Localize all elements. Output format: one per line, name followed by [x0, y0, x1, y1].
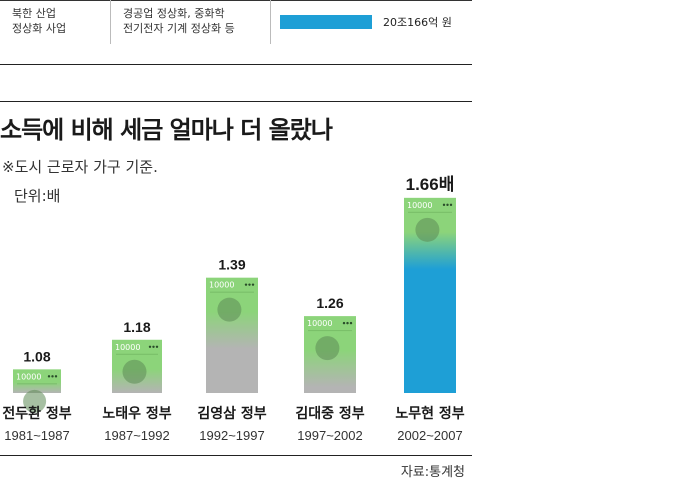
bar — [206, 277, 258, 393]
banknote-dot — [446, 203, 449, 207]
table-cell-line: 정상화 사업 — [12, 22, 67, 35]
bar-group: 10000 1.18 노태우 정부 1987~1992 — [102, 319, 171, 443]
period-label: 1987~1992 — [104, 428, 169, 443]
banknote-dot — [54, 375, 58, 378]
table-cell-detail: 경공업 정상화, 중화학 전기전자 기계 정상화 등 — [123, 6, 235, 36]
value-label: 1.66배 — [406, 175, 455, 194]
top-table: 북한 산업 정상화 사업 경공업 정상화, 중화학 전기전자 기계 정상화 등 … — [0, 0, 472, 65]
value-label: 1.26 — [316, 295, 343, 311]
value-label: 1.39 — [218, 257, 245, 273]
banknote-line — [308, 330, 352, 332]
value-label: 1.18 — [123, 319, 150, 335]
banknote-text: 10000 — [209, 281, 234, 290]
category-label: 노태우 정부 — [102, 405, 171, 422]
banknote-text: 10000 — [307, 319, 332, 328]
period-label: 1981~1987 — [4, 428, 69, 443]
banknote-dot — [244, 283, 248, 286]
banknote-dot — [251, 283, 255, 286]
period-label: 1992~1997 — [199, 428, 264, 443]
category-label: 김영삼 정부 — [197, 405, 266, 422]
table-cell-line: 경공업 정상화, 중화학 — [123, 7, 225, 20]
banknote-portrait — [23, 389, 47, 413]
bar-group: 10000 1.39 김영삼 정부 1992~1997 — [197, 257, 266, 443]
banknote-text: 10000 — [115, 343, 140, 352]
banknote-line — [408, 211, 452, 213]
banknote-portrait — [415, 217, 440, 242]
table-divider — [270, 0, 271, 44]
table-cell-line: 북한 산업 — [12, 7, 56, 20]
table-top-rule — [0, 0, 472, 1]
banknote-dot — [449, 203, 453, 207]
chart-bottom-divider — [0, 455, 472, 456]
banknote-text: 10000 — [407, 201, 432, 210]
banknote-dot — [51, 375, 54, 378]
banknote-dot — [442, 203, 446, 207]
table-divider — [110, 0, 111, 44]
banknote-dot — [342, 321, 346, 325]
category-label: 노무현 정부 — [395, 405, 464, 422]
table-cell-category: 북한 산업 정상화 사업 — [12, 6, 66, 36]
banknote-dot — [47, 375, 51, 378]
bar-group: 10000 1.08 전두환 정부 1981~1987 — [2, 348, 71, 443]
banknote-dot — [148, 345, 152, 348]
banknote-dot — [155, 345, 159, 348]
table-cell-line: 전기전자 기계 정상화 등 — [123, 22, 235, 35]
table-bottom-rule — [0, 64, 472, 65]
banknote-portrait — [315, 336, 340, 361]
source-note: 자료:통계청 — [400, 465, 465, 480]
banknote-dot — [248, 283, 251, 286]
banknote-dot — [346, 321, 349, 325]
category-label: 김대중 정부 — [295, 405, 364, 422]
section-divider — [0, 101, 472, 102]
banknote-line — [210, 291, 254, 293]
banknote-portrait — [217, 297, 242, 322]
chart-title: 소득에 비해 세금 얼마나 더 올랐나 — [0, 116, 333, 144]
value-label: 1.08 — [23, 348, 50, 364]
chart-note: ※도시 근로자 가구 기준. — [2, 158, 158, 176]
banknote-text: 10000 — [16, 372, 41, 381]
banknote-portrait — [122, 359, 147, 384]
banknote-line — [17, 383, 57, 385]
banknote-dot — [152, 345, 155, 348]
period-label: 1997~2002 — [297, 428, 362, 443]
budget-bar-label: 20조166억 원 — [383, 16, 452, 29]
banknote-dot — [349, 321, 353, 325]
banknote-line — [116, 353, 158, 355]
bar-group: 10000 1.26 김대중 정부 1997~2002 — [295, 295, 364, 443]
budget-bar — [280, 15, 372, 29]
chart-unit: 단위:배 — [14, 187, 61, 205]
category-label: 전두환 정부 — [2, 405, 71, 422]
period-label: 2002~2007 — [397, 428, 462, 443]
